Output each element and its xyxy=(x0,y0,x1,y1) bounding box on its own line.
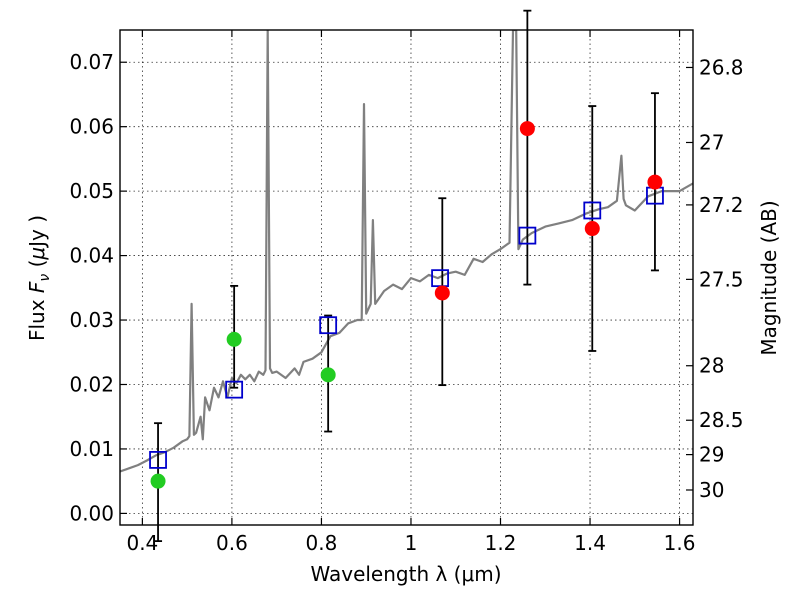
model-photometry-square xyxy=(518,226,537,245)
right-tick-label: 26.8 xyxy=(699,55,744,79)
y-tick-label: 0.03 xyxy=(69,308,114,332)
y-tick-label: 0.02 xyxy=(69,372,114,396)
right-tick-label: 27 xyxy=(699,130,724,154)
y-label-nu: ν xyxy=(37,274,53,282)
right-axis-label: Magnitude (AB) xyxy=(757,200,781,355)
y-tick-label: 0.01 xyxy=(69,437,114,461)
y-tick-label: 0.00 xyxy=(69,501,114,525)
observed-data-point xyxy=(434,285,450,301)
observed-data-point xyxy=(320,367,336,383)
x-tick-label: 0.6 xyxy=(216,531,248,555)
model-photometry-square xyxy=(583,201,602,220)
y-tick-label: 0.07 xyxy=(69,50,114,74)
model-photometry-square xyxy=(225,380,244,399)
y-tick-label: 0.04 xyxy=(69,244,114,268)
y-label-f: F xyxy=(25,281,49,293)
right-tick-label: 30 xyxy=(699,478,724,502)
observed-data-point xyxy=(150,473,166,489)
observed-data-point xyxy=(226,331,242,347)
right-tick-label: 27.5 xyxy=(699,267,744,291)
x-tick-label: 1.6 xyxy=(664,531,696,555)
y-label-flux: Flux xyxy=(25,293,49,341)
model-photometry-square xyxy=(319,316,338,335)
ticks: 0.4 0.6 0.8 1 1.2 1.4 1.6 0.00 0.01 0.02 0.03 0.04 0… xyxy=(69,30,744,555)
y-axis-label: Flux Fν (μJy ) xyxy=(25,215,53,341)
right-tick-label: 28 xyxy=(699,354,724,378)
spectrum-line xyxy=(120,30,693,473)
observed-data-point xyxy=(519,121,535,137)
x-tick-label: 1 xyxy=(405,531,418,555)
right-tick-label: 29 xyxy=(699,443,724,467)
y-label-open: ( xyxy=(25,260,49,274)
model-photometry-square xyxy=(149,451,167,469)
right-tick-label: 28.5 xyxy=(699,408,744,432)
observed-data-point xyxy=(584,221,600,237)
y-label-mu: μ xyxy=(25,247,49,261)
y-tick-label: 0.06 xyxy=(69,115,114,139)
x-tick-label: 0.4 xyxy=(126,531,158,555)
y-label-unit: Jy ) xyxy=(25,215,49,249)
x-tick-label: 1.4 xyxy=(574,531,606,555)
x-tick-label: 1.2 xyxy=(485,531,517,555)
x-tick-label: 0.8 xyxy=(306,531,338,555)
x-axis-label: Wavelength λ (μm) xyxy=(310,562,501,586)
series-layer xyxy=(120,30,693,473)
observed-data-point xyxy=(647,174,663,190)
markers xyxy=(149,121,664,489)
right-tick-label: 27.2 xyxy=(699,193,744,217)
y-tick-label: 0.05 xyxy=(69,179,114,203)
plot-frame xyxy=(119,29,694,526)
